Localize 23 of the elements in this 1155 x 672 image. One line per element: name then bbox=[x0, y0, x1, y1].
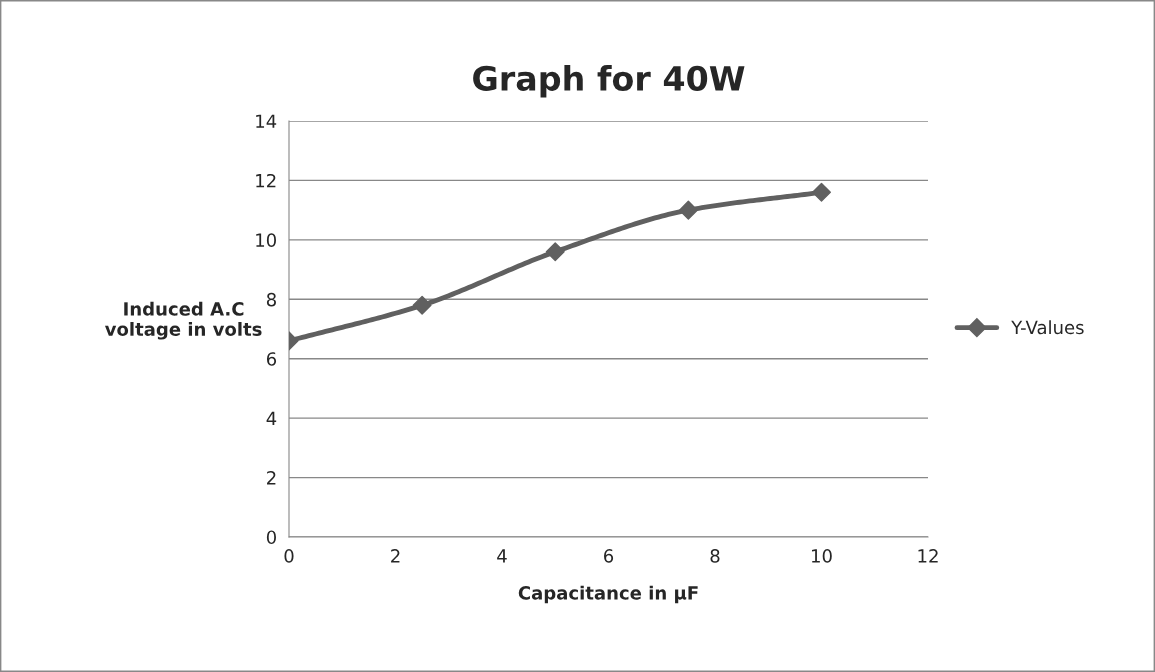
y-tick-label: 2 bbox=[267, 471, 276, 485]
y-tick-label: 4 bbox=[266, 411, 277, 425]
x-tick-label: 2 bbox=[391, 549, 400, 563]
point bbox=[678, 200, 698, 220]
y-axis-title: Induced A.C voltage in volts bbox=[104, 301, 262, 340]
point bbox=[545, 242, 565, 262]
y-tick-label: 6 bbox=[266, 352, 277, 366]
y-tick-label: 12 bbox=[256, 173, 276, 188]
legend-label: Y-Values bbox=[1011, 320, 1084, 335]
x-tick-label: 4 bbox=[497, 549, 507, 563]
x-tick-label: 10 bbox=[812, 549, 832, 563]
x-tick-label: 6 bbox=[604, 549, 614, 563]
y-tick-label: 0 bbox=[266, 530, 276, 545]
x-axis-title: Capacitance in µF bbox=[518, 585, 698, 604]
y-tick-label: 14 bbox=[256, 114, 277, 128]
point bbox=[412, 295, 432, 315]
y-tick-label: 8 bbox=[266, 292, 276, 307]
point bbox=[812, 182, 831, 202]
x-tick-label: 8 bbox=[710, 549, 720, 563]
y-tick-label: 10 bbox=[256, 233, 276, 247]
chart-title: Graph for 40W bbox=[473, 65, 745, 98]
x-tick-label: 12 bbox=[918, 549, 938, 563]
x-tick-label: 0 bbox=[284, 549, 294, 563]
